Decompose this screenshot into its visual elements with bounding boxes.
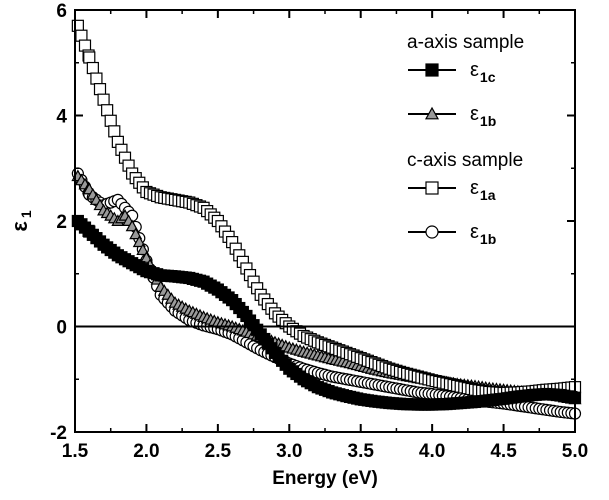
legend-group-heading: c-axis sample <box>407 150 523 171</box>
y-tick-label: 4 <box>56 107 67 128</box>
y-axis-title: ε1 <box>7 210 34 231</box>
data-point <box>108 125 121 138</box>
legend-item: ε1c <box>408 59 496 85</box>
legend-item: ε1a <box>408 177 496 203</box>
axis-ticks: 1.5 2.0 2.5 3.0 3.5 4.0 4.5 5.0 -2 0 2 4 6 <box>50 1 588 462</box>
data-point <box>104 114 117 127</box>
y-axis-title-main: ε <box>7 221 32 232</box>
x-tick-label: 3.5 <box>348 441 375 462</box>
legend-label-main: ε <box>470 103 479 125</box>
y-tick-label: 0 <box>56 318 67 339</box>
data-point <box>132 235 146 248</box>
data-point <box>129 227 143 240</box>
legend-marker <box>424 106 440 120</box>
legend-label: ε1c <box>470 59 496 85</box>
series-open-square <box>71 19 582 400</box>
x-tick-label: 2.0 <box>133 441 159 462</box>
legend-label: ε1b <box>470 221 496 247</box>
y-tick-label: 6 <box>56 1 67 22</box>
x-tick-label: 3.0 <box>276 441 302 462</box>
data-point <box>139 251 153 263</box>
legend-marker <box>425 63 439 77</box>
x-tick-label: 4.5 <box>490 441 517 462</box>
legend-label-sub: 1a <box>480 187 496 203</box>
data-marks <box>71 19 582 420</box>
legend-label-sub: 1b <box>480 113 496 129</box>
y-tick-label: -2 <box>50 423 67 444</box>
data-point <box>83 51 96 64</box>
legend-label-sub: 1c <box>480 69 496 85</box>
data-point <box>86 61 99 75</box>
data-point <box>101 104 114 117</box>
legend-group-heading: a-axis sample <box>407 32 524 53</box>
legend-item: ε1b <box>408 103 496 129</box>
y-tick-label: 2 <box>56 212 67 233</box>
legend-marker <box>425 225 439 239</box>
legend-label-main: ε <box>470 59 479 81</box>
data-point <box>125 219 139 232</box>
y-axis-title-sub: 1 <box>18 210 34 218</box>
legend-label-main: ε <box>470 177 479 199</box>
x-tick-label: 1.5 <box>62 441 89 462</box>
legend-label-main: ε <box>470 221 479 243</box>
data-point <box>90 72 103 85</box>
legend-item: ε1b <box>408 221 496 247</box>
data-point <box>97 93 110 106</box>
data-point <box>136 243 150 256</box>
x-tick-label: 2.5 <box>205 441 232 462</box>
legend-marker <box>425 181 439 195</box>
series-circle <box>71 167 582 420</box>
legend-label: ε1a <box>470 177 496 203</box>
series-square <box>71 214 582 411</box>
x-axis-title: Energy (eV) <box>272 468 378 489</box>
x-tick-label: 4.0 <box>419 441 445 462</box>
x-tick-label: 5.0 <box>562 441 588 462</box>
legend-label-sub: 1b <box>480 231 496 247</box>
data-point <box>93 83 107 96</box>
legend-label: ε1b <box>470 103 496 129</box>
series-triangle <box>71 169 582 405</box>
